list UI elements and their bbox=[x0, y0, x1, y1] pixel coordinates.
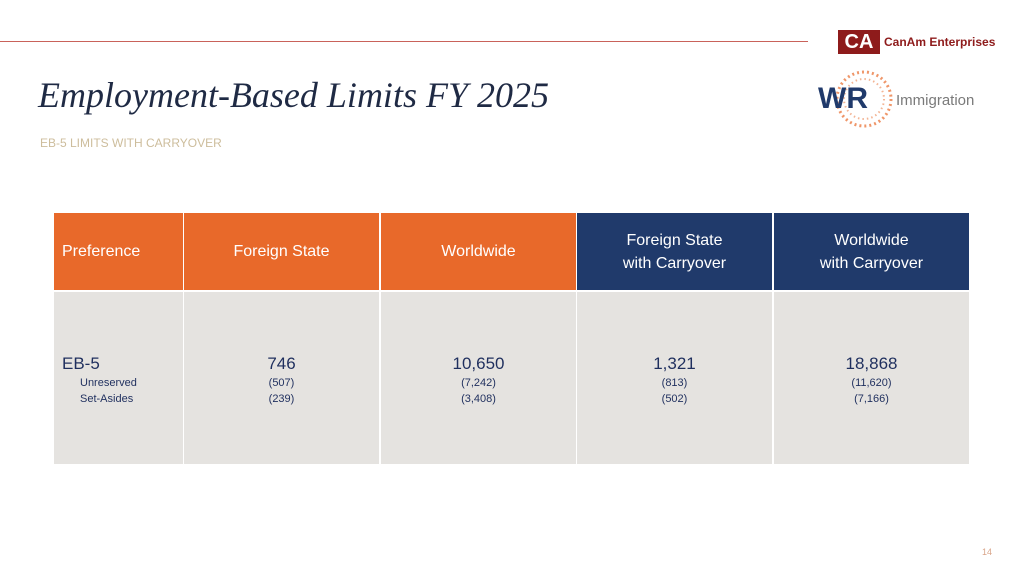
header-text: with Carryover bbox=[622, 254, 727, 272]
cell-total: 10,650 bbox=[452, 354, 505, 373]
page-number: 14 bbox=[981, 547, 992, 557]
wr-mark: WR bbox=[818, 82, 868, 115]
wr-dots bbox=[836, 70, 893, 128]
cell-part: (507) bbox=[268, 377, 295, 389]
row-label: EB-5 bbox=[62, 354, 100, 373]
canam-name: CanAm Enterprises bbox=[884, 35, 996, 49]
body-cell: EB-5 Unreserved Set-Asides bbox=[54, 292, 183, 464]
cell-part: (813) bbox=[661, 377, 688, 389]
header-text: Foreign State bbox=[233, 243, 330, 260]
body-cell: 746 (507) (239) bbox=[184, 292, 379, 464]
top-rule bbox=[0, 41, 808, 42]
header-cell: Foreign State with Carryover bbox=[577, 213, 772, 290]
header-text: Worldwide bbox=[441, 243, 516, 260]
header-text: Worldwide bbox=[834, 231, 909, 249]
body-cell: 1,321 (813) (502) bbox=[577, 292, 772, 464]
canam-mark: CA bbox=[838, 30, 880, 54]
body-cell: 10,650 (7,242) (3,408) bbox=[381, 292, 576, 464]
cell-part: (11,620) bbox=[851, 377, 892, 389]
header-text: Foreign State bbox=[626, 231, 723, 249]
header-cell: Worldwide with Carryover bbox=[774, 213, 969, 290]
header-cell: Worldwide bbox=[381, 213, 576, 290]
wr-name: Immigration bbox=[896, 92, 975, 109]
cell-part: (7,242) bbox=[461, 377, 496, 389]
cell-total: 18,868 bbox=[845, 354, 898, 373]
subtitle: EB-5 LIMITS WITH CARRYOVER bbox=[40, 136, 222, 150]
row-sublabel: Set-Asides bbox=[80, 393, 134, 405]
cell-part: (3,408) bbox=[461, 393, 496, 405]
title: Employment-Based Limits FY 2025 bbox=[38, 75, 549, 115]
header-text: with Carryover bbox=[819, 254, 924, 272]
cell-part: (239) bbox=[268, 393, 295, 405]
header-cell: Preference bbox=[54, 213, 183, 290]
header-cell: Foreign State bbox=[184, 213, 379, 290]
cell-part: (7,166) bbox=[854, 393, 889, 405]
header-text: Preference bbox=[62, 243, 141, 260]
cell-total: 1,321 bbox=[653, 354, 696, 373]
cell-part: (502) bbox=[661, 393, 688, 405]
cell-total: 746 bbox=[267, 354, 296, 373]
body-cell: 18,868 (11,620) (7,166) bbox=[774, 292, 969, 464]
row-sublabel: Unreserved bbox=[80, 377, 137, 389]
